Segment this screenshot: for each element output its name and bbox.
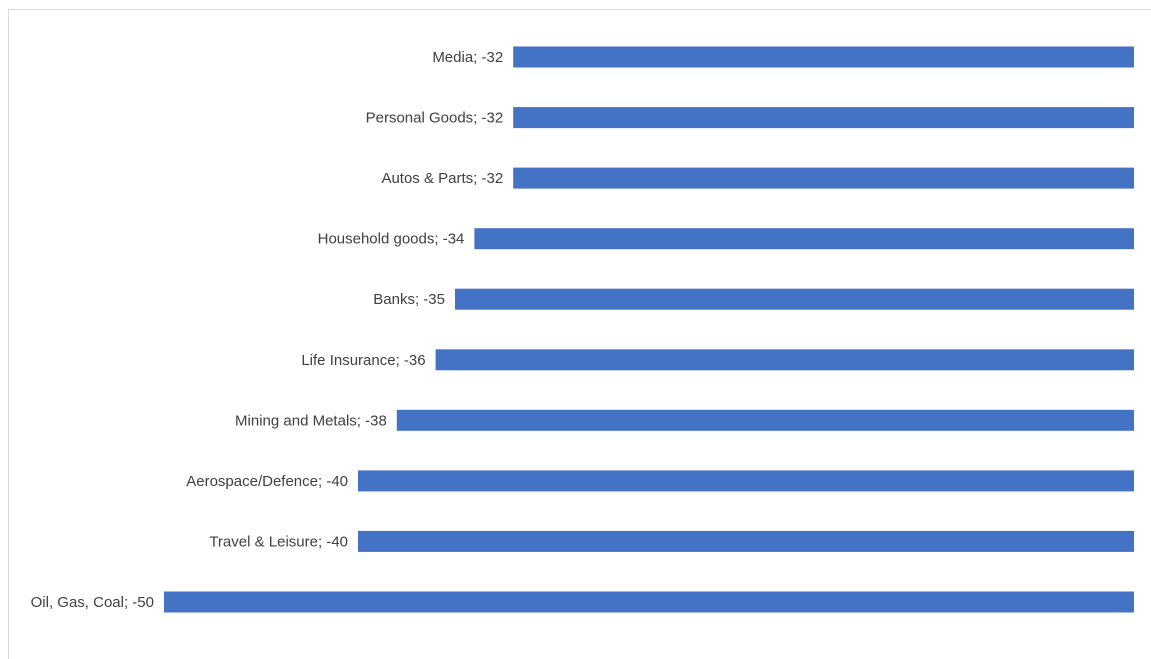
bar-data-label: Banks; -35	[373, 291, 445, 308]
bar-data-label: Travel & Leisure; -40	[209, 533, 348, 550]
bar-data-label: Mining and Metals; -38	[235, 412, 387, 429]
bar-data-label: Household goods; -34	[318, 231, 465, 248]
bar	[513, 167, 1134, 189]
bar	[455, 288, 1134, 310]
bar	[513, 46, 1134, 68]
bar	[396, 409, 1134, 431]
bar	[164, 591, 1134, 613]
bar-data-label: Aerospace/Defence; -40	[186, 473, 348, 490]
bar	[358, 530, 1134, 552]
bar	[358, 470, 1134, 492]
bar-data-label: Media; -32	[432, 49, 503, 66]
bar-data-label: Life Insurance; -36	[301, 352, 425, 369]
bar	[435, 349, 1135, 371]
bar-data-label: Personal Goods; -32	[366, 110, 504, 127]
bar-data-label: Autos & Parts; -32	[381, 170, 503, 187]
bar	[513, 107, 1134, 129]
bar-data-label: Oil, Gas, Coal; -50	[31, 594, 154, 611]
bar	[474, 228, 1134, 250]
